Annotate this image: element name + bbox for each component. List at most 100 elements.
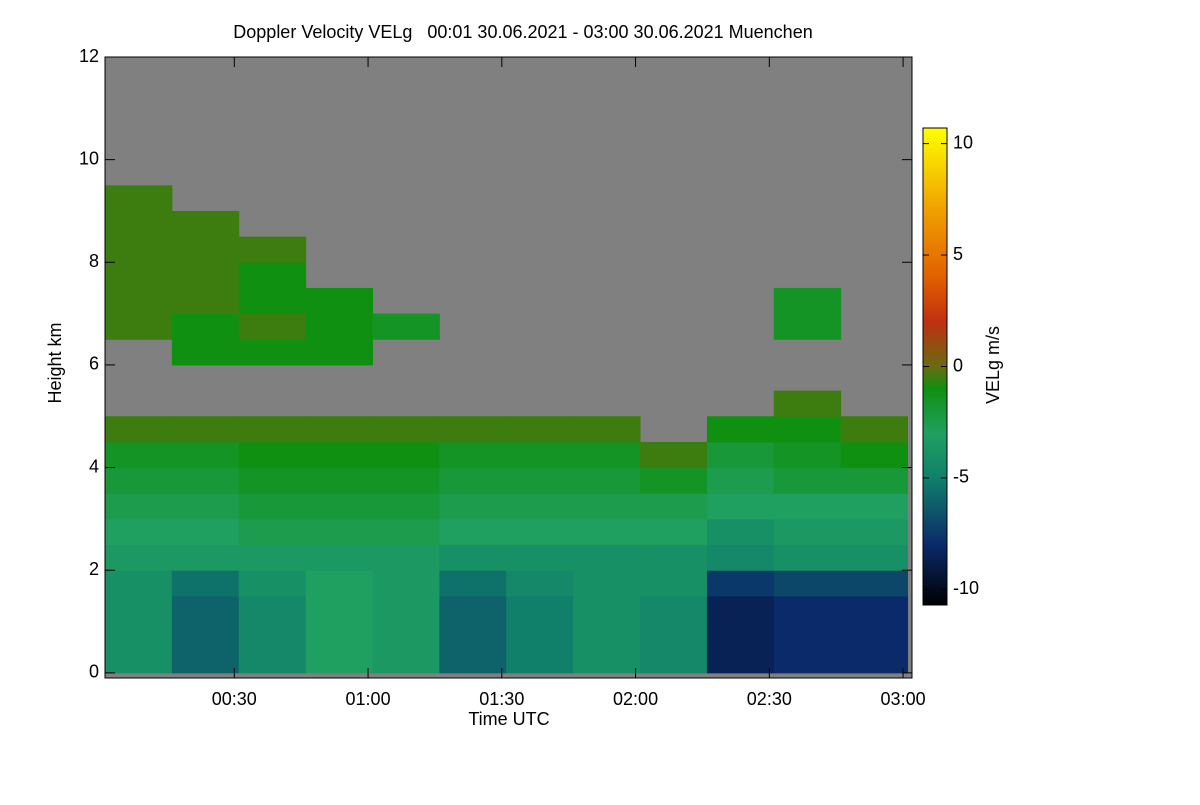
heatmap-cell	[773, 647, 842, 674]
heatmap-cell	[573, 493, 641, 520]
heatmap-cell	[706, 544, 775, 571]
heatmap-cell	[105, 210, 173, 238]
heatmap-cell	[640, 647, 708, 674]
y-tick-label: 8	[89, 251, 99, 271]
heatmap-cell	[439, 467, 507, 494]
heatmap-cell	[773, 287, 842, 315]
heatmap-cell	[506, 647, 574, 674]
heatmap-cell	[105, 287, 173, 315]
heatmap-cell	[238, 236, 307, 263]
heatmap-cell	[706, 595, 775, 623]
heatmap-cell	[171, 518, 240, 546]
heatmap-cell	[773, 441, 842, 469]
heatmap-cell	[105, 518, 173, 546]
heatmap-cell	[105, 236, 173, 263]
heatmap-cell	[573, 518, 641, 546]
heatmap-cell	[573, 595, 641, 623]
heatmap-cell	[773, 493, 842, 520]
heatmap-cell	[706, 570, 775, 597]
heatmap-cell	[573, 441, 641, 469]
heatmap-cell	[171, 339, 240, 366]
heatmap-cell	[105, 647, 173, 674]
heatmap-cell	[573, 416, 641, 443]
y-tick-label: 12	[79, 46, 99, 66]
heatmap-cell	[840, 467, 909, 494]
heatmap-cell	[773, 621, 842, 648]
heatmap-cell	[238, 621, 307, 648]
heatmap-cell	[840, 518, 909, 546]
heatmap-cell	[640, 467, 708, 494]
heatmap-cell	[305, 493, 374, 520]
heatmap-cell	[238, 441, 307, 469]
heatmap-cell	[171, 647, 240, 674]
heatmap-cell	[171, 262, 240, 289]
heatmap-cell	[171, 467, 240, 494]
heatmap-cell	[640, 544, 708, 571]
heatmap-cell	[840, 595, 909, 623]
heatmap-cell	[171, 621, 240, 648]
heatmap-cell	[506, 518, 574, 546]
heatmap-cell	[171, 493, 240, 520]
colorbar-tick-label: 5	[953, 244, 963, 264]
heatmap-cell	[372, 493, 440, 520]
heatmap-cell	[238, 262, 307, 289]
heatmap-cell	[171, 236, 240, 263]
heatmap-cell	[439, 595, 507, 623]
heatmap-cell	[305, 441, 374, 469]
heatmap-cell	[171, 313, 240, 340]
heatmap-cell	[573, 647, 641, 674]
heatmap-cell	[506, 441, 574, 469]
heatmap-cell	[105, 544, 173, 571]
heatmap-cell	[105, 416, 173, 443]
heatmap-cell	[573, 544, 641, 571]
heatmap-cell	[105, 441, 173, 469]
heatmap-cell	[238, 544, 307, 571]
x-tick-label: 03:00	[881, 689, 926, 709]
heatmap-cell	[439, 518, 507, 546]
x-axis-label: Time UTC	[468, 709, 549, 729]
heatmap-cell	[773, 544, 842, 571]
heatmap-cell	[238, 313, 307, 340]
colorbar-tick-label: 10	[953, 132, 973, 152]
heatmap-cell	[372, 621, 440, 648]
y-tick-label: 6	[89, 354, 99, 374]
heatmap-cell	[640, 595, 708, 623]
heatmap-cell	[372, 467, 440, 494]
heatmap-cell	[171, 210, 240, 238]
heatmap-cell	[105, 313, 173, 340]
y-tick-label: 2	[89, 559, 99, 579]
heatmap-cell	[640, 441, 708, 469]
heatmap-cell	[439, 570, 507, 597]
heatmap-cell	[439, 441, 507, 469]
heatmap-cell	[506, 570, 574, 597]
heatmap-cell	[506, 493, 574, 520]
heatmap-cell	[506, 595, 574, 623]
heatmap-cell	[105, 262, 173, 289]
heatmap-cell	[773, 595, 842, 623]
colorbar-label: VELg m/s	[983, 326, 1003, 404]
heatmap-cell	[439, 647, 507, 674]
heatmap-cell	[305, 339, 374, 366]
heatmap-cell	[238, 416, 307, 443]
y-tick-label: 10	[79, 148, 99, 168]
heatmap-cell	[171, 441, 240, 469]
heatmap-cell	[171, 544, 240, 571]
heatmap-cell	[305, 544, 374, 571]
heatmap-cell	[238, 647, 307, 674]
heatmap-cell	[439, 416, 507, 443]
heatmap-cell	[238, 339, 307, 366]
heatmap-cell	[840, 441, 909, 469]
heatmap-cell	[706, 647, 775, 674]
chart-title: Doppler Velocity VELg 00:01 30.06.2021 -…	[233, 22, 812, 42]
heatmap-cell	[506, 467, 574, 494]
heatmap-cell	[439, 493, 507, 520]
heatmap-cell	[706, 416, 775, 443]
heatmap-cell	[640, 518, 708, 546]
heatmap-cell	[439, 621, 507, 648]
heatmap-cell	[640, 493, 708, 520]
heatmap-cell	[573, 467, 641, 494]
heatmap-cell	[105, 595, 173, 623]
heatmap-cell	[506, 544, 574, 571]
heatmap-cell	[773, 416, 842, 443]
heatmap-cell	[238, 595, 307, 623]
